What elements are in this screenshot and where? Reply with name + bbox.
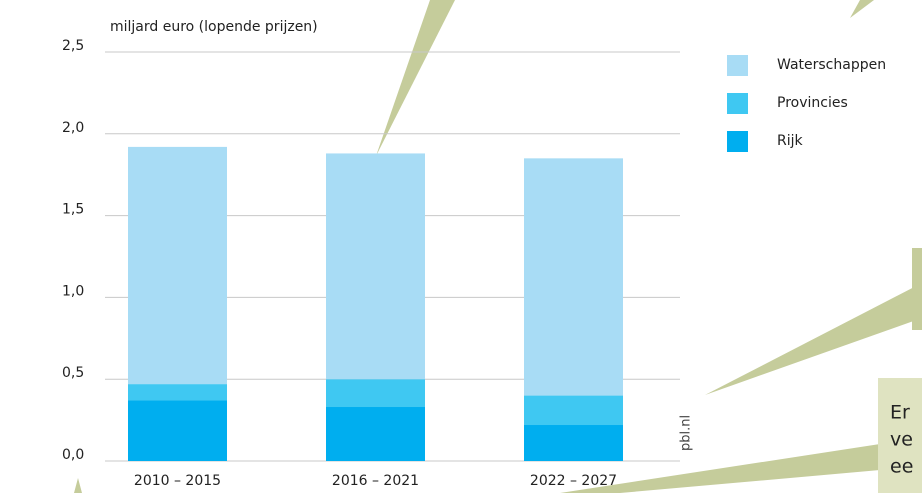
bar-segment — [326, 153, 425, 380]
bar-segment — [524, 395, 623, 426]
legend-label: Provincies — [777, 95, 848, 111]
x-tick-label: 2010 – 2015 — [134, 473, 221, 489]
annotation-text: ve — [890, 429, 913, 451]
callout-pointer — [850, 0, 874, 18]
callout-pointer — [376, 0, 455, 156]
y-tick-label: 1,5 — [62, 202, 84, 218]
y-tick-label: 0,0 — [62, 447, 84, 463]
y-tick-label: 0,5 — [62, 365, 84, 381]
bar-segment — [128, 146, 227, 385]
callout-pointer — [705, 283, 922, 395]
y-tick-label: 1,0 — [62, 283, 84, 299]
x-tick-label: 2022 – 2027 — [530, 473, 617, 489]
callout-pointer — [912, 248, 922, 330]
y-tick-label: 2,0 — [62, 120, 84, 136]
x-tick-label: 2016 – 2021 — [332, 473, 419, 489]
legend-swatch — [727, 55, 748, 76]
callout-pointer — [560, 444, 880, 493]
bar-segment — [128, 384, 227, 401]
source: pbl.nl — [679, 415, 694, 451]
legend-label: Waterschappen — [777, 57, 886, 73]
bar-segment — [128, 400, 227, 461]
legend-swatch — [727, 131, 748, 152]
legend-swatch — [727, 93, 748, 114]
y-tick-label: 2,5 — [62, 38, 84, 54]
bar-segment — [524, 425, 623, 461]
bar-segment — [524, 158, 623, 396]
y-axis-label: miljard euro (lopende prijzen) — [110, 19, 318, 35]
bar-segment — [326, 407, 425, 461]
annotation-text: ee — [890, 456, 913, 478]
legend-label: Rijk — [777, 133, 804, 149]
callout-box — [878, 378, 922, 493]
bar-segment — [326, 379, 425, 408]
callout-pointer — [74, 478, 82, 493]
annotation-text: Er — [890, 402, 910, 424]
